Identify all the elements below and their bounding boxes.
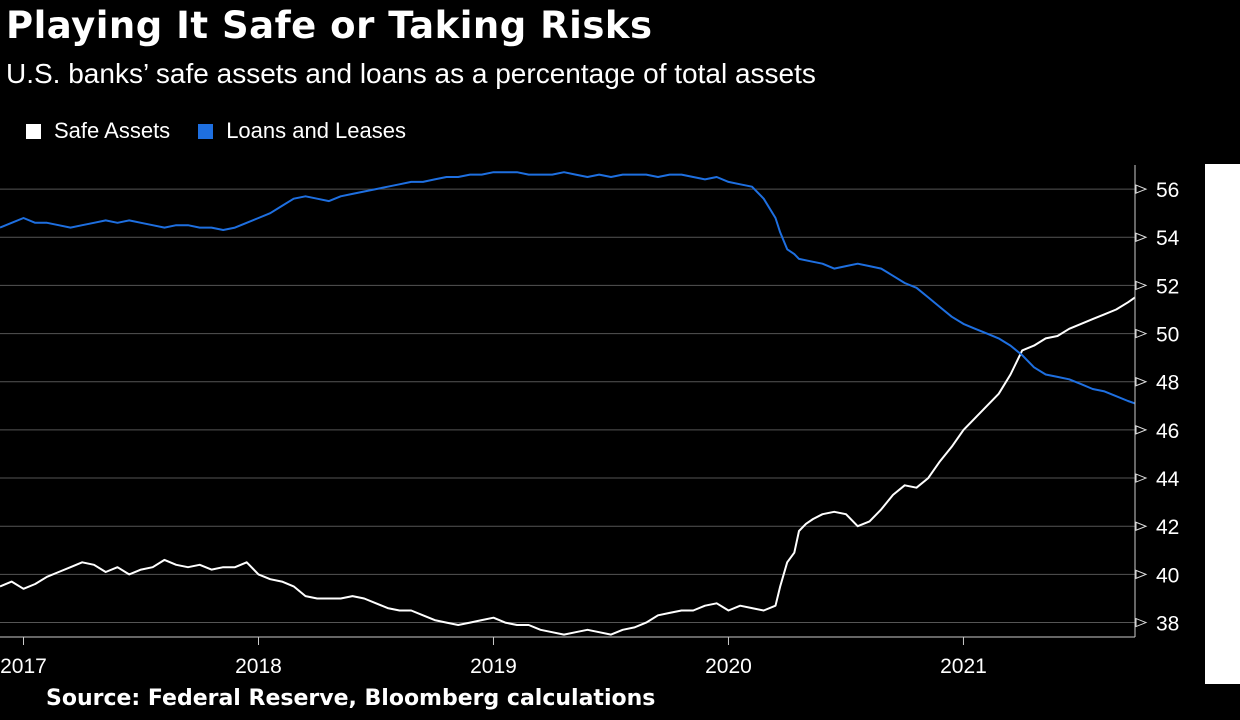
- y-tick-marker-52: [1135, 280, 1148, 291]
- y-tick-label-52: 52: [1156, 275, 1179, 298]
- series-lines: [0, 171, 1136, 636]
- x-tick-label-2020: 2020: [705, 655, 752, 678]
- legend-label-loans-and-leases: Loans and Leases: [226, 118, 407, 143]
- x-tick-label-2019: 2019: [470, 655, 517, 678]
- legend-swatch-loans-and-leases: [198, 123, 214, 139]
- legend-item-loans-and-leases: Loans and Leases: [198, 118, 406, 144]
- series-line-loans-and-leases: [0, 171, 1136, 405]
- y-tick-marker-56: [1135, 184, 1148, 194]
- legend-label-safe-assets: Safe Assets: [54, 118, 171, 143]
- y-tick-label-44: 44: [1156, 468, 1180, 491]
- series-line-safe-assets: [0, 296, 1136, 636]
- y-tick-marker-42: [1135, 521, 1148, 531]
- y-tick-label-46: 46: [1156, 420, 1179, 443]
- chart-title: Playing It Safe or Taking Risks: [6, 4, 653, 47]
- y-tick-marker-46: [1135, 425, 1148, 435]
- y-tick-marker-38: [1135, 617, 1148, 628]
- y-tick-marker-44: [1135, 473, 1148, 483]
- gridlines: [0, 188, 1135, 624]
- y-tick-label-54: 54: [1156, 227, 1180, 250]
- y-tick-marker-54: [1135, 232, 1148, 242]
- chart-subtitle: U.S. banks’ safe assets and loans as a p…: [6, 58, 816, 89]
- source-note: Source: Federal Reserve, Bloomberg calcu…: [46, 686, 656, 711]
- legend-item-safe-assets: Safe Assets: [26, 118, 170, 144]
- x-tick-label-2018: 2018: [235, 655, 282, 678]
- x-tick-label-2017: 2017: [0, 655, 47, 678]
- y-tick-label-42: 42: [1156, 516, 1179, 539]
- y-tick-marker-40: [1135, 569, 1148, 580]
- y-tick-label-40: 40: [1156, 564, 1179, 587]
- legend: Safe Assets Loans and Leases: [26, 118, 434, 144]
- x-tick-label-2021: 2021: [940, 655, 987, 678]
- legend-swatch-safe-assets: [26, 123, 41, 139]
- y-tick-marker-48: [1135, 376, 1148, 387]
- y-tick-marker-50: [1135, 328, 1148, 339]
- y-tick-label-50: 50: [1156, 324, 1179, 347]
- side-panel: [1205, 164, 1240, 684]
- axes: 38 40 42 44 46 48 50 52 54 56 2017 2018 2019 2020 2021: [0, 165, 1180, 678]
- y-tick-label-38: 38: [1156, 613, 1179, 636]
- y-tick-label-56: 56: [1156, 179, 1179, 202]
- y-tick-label-48: 48: [1156, 372, 1179, 395]
